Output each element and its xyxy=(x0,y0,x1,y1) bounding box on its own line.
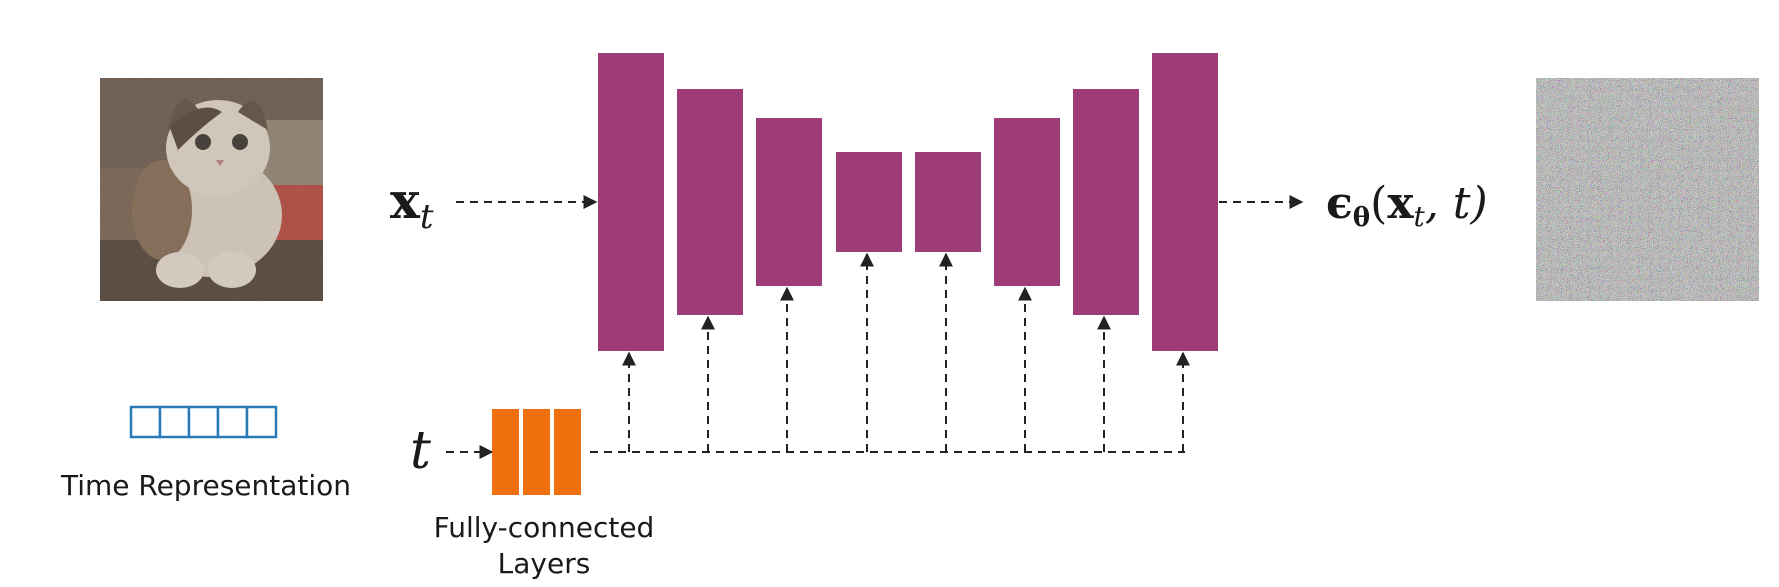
unet-block-7 xyxy=(1073,89,1139,315)
unet-block-4 xyxy=(836,152,902,252)
time-representation-vector xyxy=(129,405,278,439)
fc-layer-1 xyxy=(492,409,519,495)
fully-connected-layers xyxy=(492,409,581,495)
paren-open: ( xyxy=(1370,178,1387,229)
theta-subscript: θ xyxy=(1353,203,1370,233)
x-symbol: x xyxy=(390,171,421,230)
output-x-subscript: t xyxy=(1414,200,1426,233)
unet-block-1 xyxy=(598,53,664,351)
time-representation-label: Time Representation xyxy=(60,469,351,502)
unet-block-2 xyxy=(677,89,743,315)
time-cell-5 xyxy=(245,405,278,439)
time-cell-3 xyxy=(187,405,220,439)
epsilon-symbol: ϵ xyxy=(1326,178,1353,229)
epsilon-theta-label: ϵθ(xt, t) xyxy=(1326,178,1488,233)
unet-block-3 xyxy=(756,118,822,286)
unet-block-6 xyxy=(994,118,1060,286)
unet-blocks xyxy=(598,53,1218,351)
output-args-rest: , t) xyxy=(1425,178,1488,229)
fc-layer-2 xyxy=(523,409,550,495)
fc-label-line2: Layers xyxy=(498,547,591,580)
time-cell-4 xyxy=(216,405,249,439)
fc-layer-3 xyxy=(554,409,581,495)
x-t-label: xt xyxy=(390,171,434,237)
time-cell-2 xyxy=(158,405,191,439)
t-label: t xyxy=(410,421,431,481)
output-x-symbol: x xyxy=(1387,178,1414,229)
fc-label-line1: Fully-connected xyxy=(434,511,655,544)
noisy-cat-image xyxy=(100,78,323,301)
x-subscript: t xyxy=(420,197,434,237)
unet-block-5 xyxy=(915,152,981,252)
gaussian-noise-image xyxy=(1536,78,1759,301)
unet-block-8 xyxy=(1152,53,1218,351)
time-embedding-bus xyxy=(590,252,1190,453)
time-cell-1 xyxy=(129,405,162,439)
